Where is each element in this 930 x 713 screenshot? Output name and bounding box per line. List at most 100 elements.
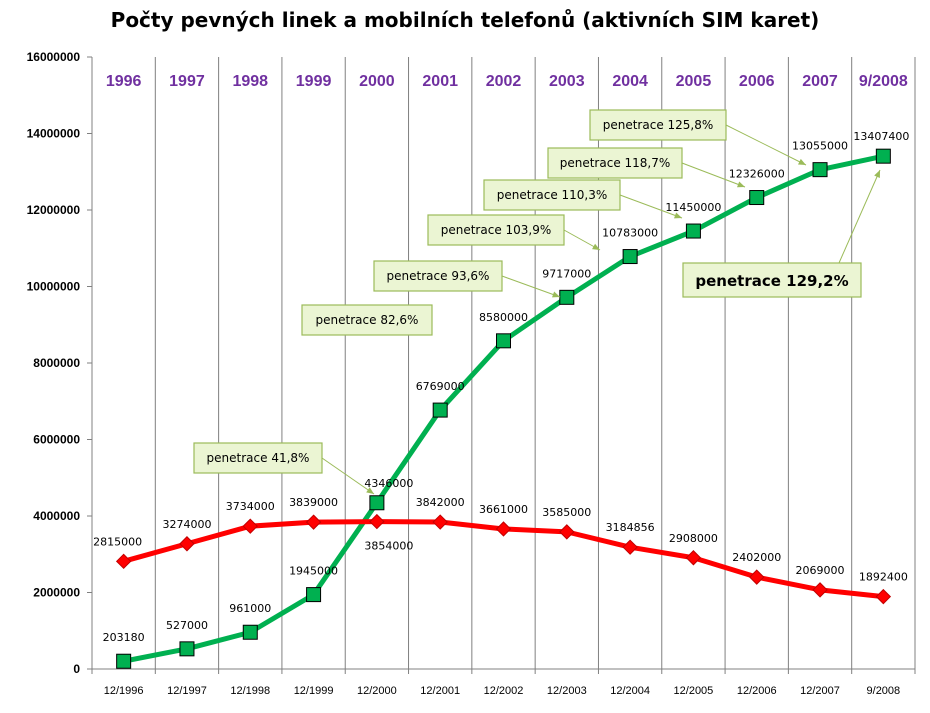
callout-arrow (321, 457, 375, 495)
data-label-mobile: 8580000 (479, 311, 528, 324)
data-point-mobile (812, 162, 828, 178)
year-header: 1998 (232, 73, 268, 90)
year-header: 9/2008 (859, 73, 908, 90)
data-label-mobile: 13055000 (792, 140, 848, 153)
callout-arrowhead (674, 212, 682, 219)
data-point-fixed (115, 553, 132, 570)
x-tick-label: 12/2005 (674, 685, 714, 697)
data-point-fixed (749, 569, 765, 585)
callout-label: penetrace 82,6% (316, 313, 419, 327)
year-header: 2001 (422, 73, 458, 90)
callout-arrowhead (737, 181, 745, 188)
callout-label: penetrace 129,2% (695, 272, 848, 290)
x-tick-label: 12/2006 (737, 685, 777, 697)
data-label-fixed: 2815000 (93, 535, 142, 548)
data-point-fixed (432, 514, 448, 530)
y-tick-label: 2000000 (33, 586, 80, 600)
data-point-mobile (369, 495, 385, 511)
data-label-mobile: 961000 (229, 602, 271, 615)
x-tick-label: 12/2007 (800, 685, 840, 697)
x-tick-label: 12/1997 (167, 685, 207, 697)
data-point-mobile (559, 289, 575, 305)
callout-label: penetrace 41,8% (207, 451, 310, 465)
data-point-mobile (179, 641, 195, 657)
x-tick-label: 12/1998 (230, 685, 270, 697)
data-point-fixed (812, 582, 828, 598)
callout-arrowhead (592, 243, 600, 250)
x-tick-label: 12/2001 (420, 685, 460, 697)
callout-arrow (681, 162, 746, 188)
data-label-fixed: 3661000 (479, 503, 528, 516)
year-header: 1996 (106, 73, 142, 90)
data-point-fixed (685, 550, 702, 566)
data-label-mobile: 12326000 (729, 168, 785, 181)
year-header: 2005 (676, 73, 712, 90)
callout-box (483, 179, 621, 211)
data-point-mobile (242, 624, 258, 640)
callout-arrowhead (874, 170, 880, 178)
data-point-fixed (559, 524, 575, 540)
callout-arrow (619, 194, 683, 219)
x-tick-label: 12/2002 (484, 685, 524, 697)
x-tick-label: 12/1996 (104, 685, 144, 697)
callout-arrow (725, 124, 807, 166)
data-point-fixed (179, 536, 195, 552)
x-tick-label: 12/1999 (294, 685, 334, 697)
x-tick-label: 12/2004 (610, 685, 650, 697)
callout-box (301, 304, 433, 336)
data-point-mobile (306, 587, 322, 603)
chart-title: Počty pevných linek a mobilních telefonů… (110, 8, 820, 32)
data-label-fixed: 3839000 (289, 496, 338, 509)
data-label-fixed: 3842000 (416, 496, 465, 509)
data-label-mobile: 6769000 (416, 380, 465, 393)
y-tick-label: 10000000 (27, 280, 81, 294)
callout-label: penetrace 103,9% (441, 223, 552, 237)
data-point-fixed (305, 514, 322, 530)
data-label-mobile: 527000 (166, 619, 208, 632)
data-point-mobile (432, 402, 448, 418)
data-point-mobile (875, 148, 891, 164)
data-label-mobile: 203180 (103, 631, 145, 644)
year-header: 2002 (486, 73, 522, 90)
data-point-mobile (749, 190, 765, 206)
data-point-fixed (242, 518, 258, 534)
data-label-mobile: 10783000 (602, 227, 658, 240)
data-point-mobile (685, 223, 701, 239)
callout-box (547, 147, 683, 179)
data-label-mobile: 9717000 (542, 267, 591, 280)
callout-arrowhead (552, 291, 560, 298)
year-header: 2000 (359, 73, 395, 90)
data-label-fixed: 3274000 (162, 518, 211, 531)
data-point-mobile (622, 249, 638, 265)
callout-box (682, 262, 862, 298)
data-label-mobile: 11450000 (665, 201, 721, 214)
callout-box (193, 442, 323, 474)
x-tick-label: 12/2003 (547, 685, 587, 697)
data-point-fixed (495, 521, 512, 537)
data-label-fixed: 2908000 (669, 532, 718, 545)
callout-label: penetrace 110,3% (497, 188, 608, 202)
callout-label: penetrace 118,7% (560, 156, 671, 170)
callout-label: penetrace 93,6% (387, 269, 490, 283)
year-header: 2007 (802, 73, 838, 90)
y-tick-label: 14000000 (27, 127, 81, 141)
data-label-mobile: 13407400 (853, 130, 909, 143)
y-tick-label: 16000000 (27, 50, 81, 64)
data-label-fixed: 1892400 (859, 571, 908, 584)
data-label-fixed: 2069000 (796, 564, 845, 577)
data-label-fixed: 3585000 (542, 506, 591, 519)
callout-box (589, 109, 727, 141)
data-label-fixed: 3184856 (606, 521, 655, 534)
data-point-mobile (116, 653, 132, 669)
x-tick-label: 9/2008 (867, 685, 901, 697)
data-point-mobile (496, 333, 511, 349)
data-point-fixed (622, 539, 638, 555)
callout-arrowhead (366, 487, 374, 494)
data-label-fixed: 2402000 (732, 551, 781, 564)
data-label-fixed: 3734000 (226, 500, 275, 513)
y-tick-label: 12000000 (27, 203, 81, 217)
data-label-fixed: 3854000 (364, 540, 413, 553)
callout-arrow (838, 169, 881, 264)
callout-box (373, 260, 503, 292)
